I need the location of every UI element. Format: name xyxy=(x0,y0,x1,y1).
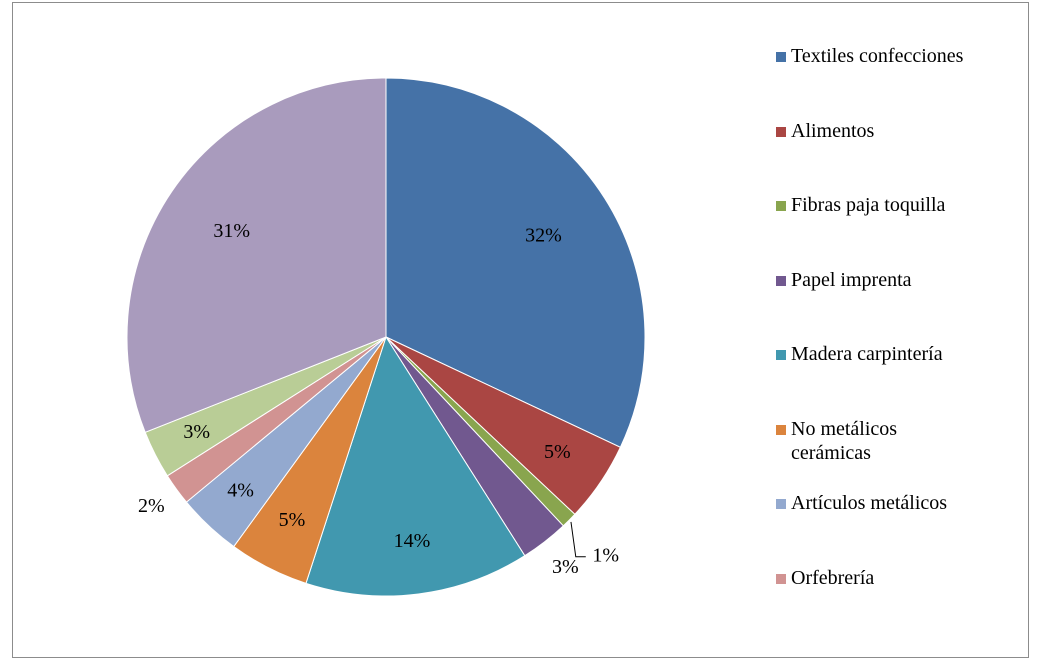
legend-swatch xyxy=(776,573,786,584)
legend-swatch xyxy=(776,201,786,211)
pie-slice xyxy=(385,77,646,448)
data-label: 1% xyxy=(592,544,619,566)
pie-slice xyxy=(126,77,387,433)
data-label: 5% xyxy=(279,509,306,531)
legend-swatch xyxy=(776,499,786,509)
legend-swatch xyxy=(776,52,786,62)
data-label: 2% xyxy=(138,495,165,517)
pie-slice xyxy=(305,335,526,597)
data-label: 32% xyxy=(525,225,562,247)
legend-swatch xyxy=(776,350,786,360)
legend-item: Artículos metálicos xyxy=(776,491,947,515)
legend-label: Fibras paja toquilla xyxy=(791,194,946,216)
legend-item: Alimentos xyxy=(776,119,874,143)
legend-item: Textiles confecciones xyxy=(776,44,963,68)
legend-label: Textiles confecciones xyxy=(791,45,964,67)
legend-swatch xyxy=(776,126,786,137)
leader-line xyxy=(570,521,586,558)
data-label: 5% xyxy=(544,441,571,463)
legend-swatch xyxy=(776,275,786,286)
legend-label: Madera carpintería xyxy=(791,343,943,365)
legend-label: Papel imprenta xyxy=(791,268,912,291)
legend-item: Papel imprenta xyxy=(776,268,912,292)
data-label: 4% xyxy=(227,479,254,501)
legend-item: Orfebrería xyxy=(776,566,874,590)
legend-label: Orfebrería xyxy=(791,566,875,589)
data-label: 31% xyxy=(213,220,250,242)
data-label: 3% xyxy=(552,556,579,578)
legend-label: Alimentos xyxy=(791,119,875,142)
legend-item: No metálicos cerámicas xyxy=(776,417,897,465)
legend-item: Madera carpintería xyxy=(776,342,943,366)
legend-swatch xyxy=(776,424,786,435)
legend-item: Fibras paja toquilla xyxy=(776,193,945,217)
legend-label: Artículos metálicos xyxy=(791,492,948,514)
data-label: 3% xyxy=(183,421,210,443)
legend-label: No metálicos cerámicas xyxy=(791,417,898,464)
data-label: 14% xyxy=(394,530,431,552)
chart-frame xyxy=(12,2,1029,658)
